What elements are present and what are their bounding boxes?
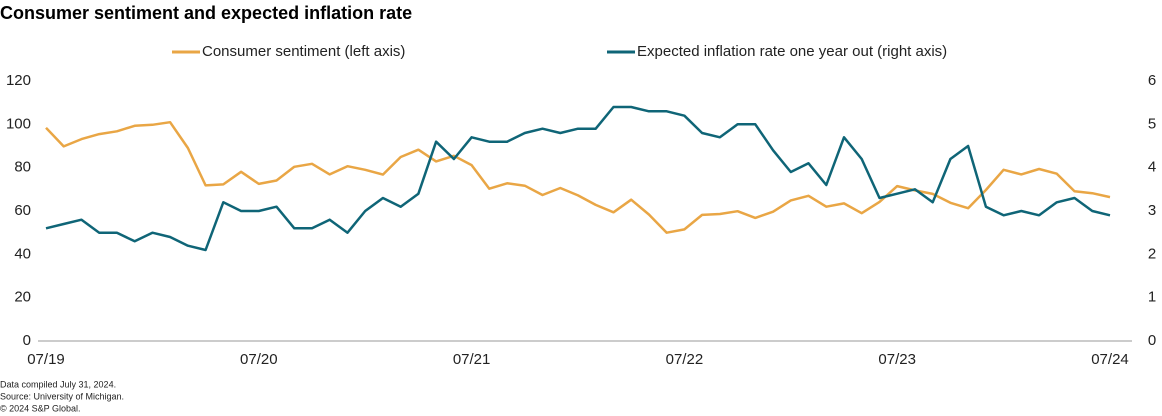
y-tick-label: 80 — [14, 159, 31, 176]
y-tick-label: 20 — [14, 289, 31, 306]
y-tick-label: 60 — [14, 202, 31, 219]
y2-tick-label: 6 — [1148, 72, 1156, 89]
series-line — [45, 105, 1111, 252]
x-tick-label: 07/21 — [453, 351, 491, 368]
y2-tick-label: 3 — [1148, 202, 1156, 219]
chart-title: Consumer sentiment and expected inflatio… — [0, 3, 412, 23]
y2-tick-label: 4 — [1148, 159, 1156, 176]
legend-label: Expected inflation rate one year out (ri… — [637, 43, 947, 60]
y2-tick-label: 1 — [1148, 289, 1156, 306]
x-tick-label: 07/22 — [666, 351, 704, 368]
x-tick-label: 07/24 — [1091, 351, 1129, 368]
legend-label: Consumer sentiment (left axis) — [202, 43, 405, 60]
x-tick-label: 07/19 — [27, 351, 65, 368]
y2-tick-label: 0 — [1148, 332, 1156, 349]
x-tick-label: 07/20 — [240, 351, 278, 368]
y-tick-label: 0 — [23, 332, 31, 349]
y-tick-label: 100 — [6, 115, 31, 132]
x-tick-label: 07/23 — [878, 351, 916, 368]
y2-tick-label: 5 — [1148, 115, 1156, 132]
y-tick-label: 40 — [14, 245, 31, 262]
footnote: Data compiled July 31, 2024. — [0, 379, 116, 389]
y-tick-label: 120 — [6, 72, 31, 89]
series-line — [45, 120, 1111, 234]
footnote: © 2024 S&P Global. — [0, 403, 81, 413]
footnote: Source: University of Michigan. — [0, 391, 124, 401]
y2-tick-label: 2 — [1148, 245, 1156, 262]
